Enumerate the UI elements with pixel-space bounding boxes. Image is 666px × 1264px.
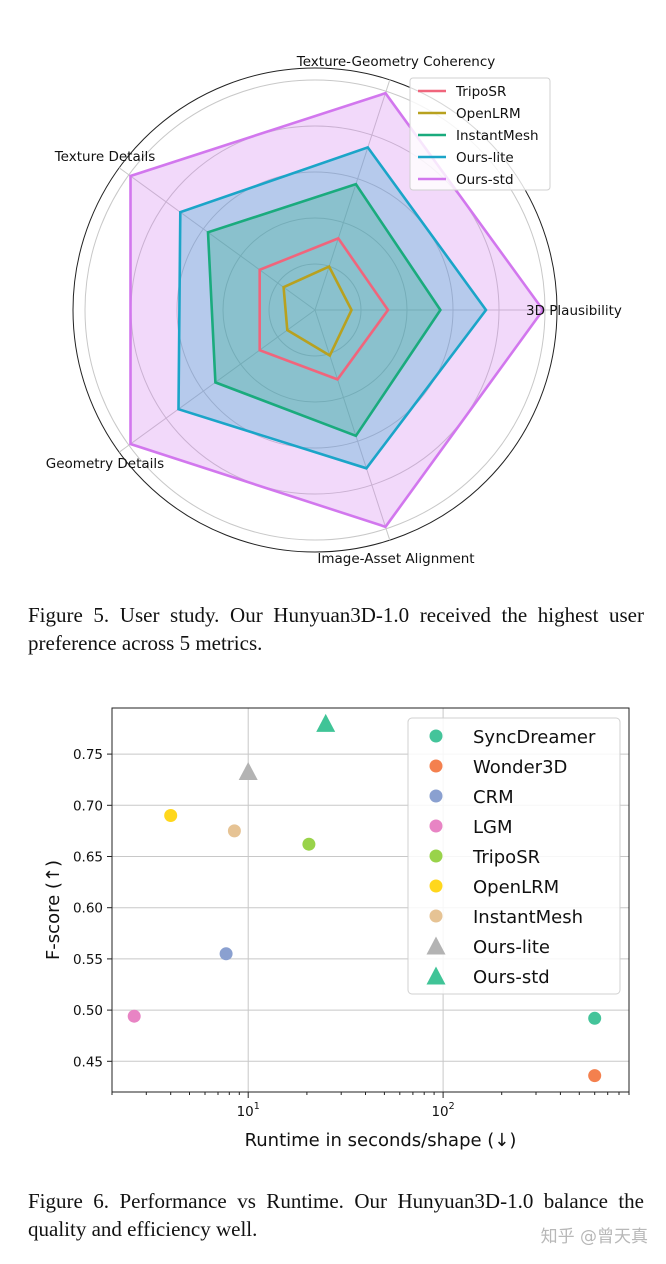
scatter-legend-marker-crm (429, 789, 443, 803)
scatter-legend-label-crm: CRM (473, 787, 514, 808)
scatter-point-crm (219, 947, 233, 961)
radar-series-triposr (258, 236, 390, 381)
watermark: 知乎 @曾天真 (540, 1227, 648, 1247)
scatter-legend-marker-ours-lite (426, 936, 446, 955)
radar-chart: 3D Plausibility Texture-Geometry Coherenc… (46, 54, 634, 567)
radar-axis-label-geometry-details: Geometry Details (46, 456, 164, 472)
scatter-point-triposr (302, 837, 316, 851)
radar-legend-label-openlrm: OpenLRM (456, 106, 521, 122)
scatter-legend-marker-syncdreamer (429, 729, 443, 743)
radar-series-openlrm (282, 264, 353, 358)
radar-spoke (118, 167, 316, 311)
scatter-legend-label-openlrm: OpenLRM (473, 877, 559, 898)
scatter-ytick-label: 0.55 (73, 952, 103, 968)
scatter-xtick-label: 102 (431, 1101, 454, 1120)
scatter-legend-label-triposr: TripoSR (472, 847, 540, 868)
scatter-point-ours-lite (238, 762, 258, 780)
radar-axis-label-3d-plausibility: 3D Plausibility (526, 303, 622, 319)
scatter-legend-marker-lgm (429, 819, 443, 833)
scatter-legend-label-lgm: LGM (473, 817, 513, 838)
radar-axis-label-texture-geometry-coherency: Texture-Geometry Coherency (296, 54, 495, 70)
scatter-ytick-label: 0.75 (73, 747, 103, 763)
scatter-legend-label-ours-lite: Ours-lite (473, 937, 550, 958)
scatter-point-syncdreamer (588, 1011, 602, 1025)
scatter-legend-marker-triposr (429, 849, 443, 863)
radar-label-bg (524, 301, 634, 319)
radar-spoke (314, 79, 391, 311)
radar-legend-label-ours-lite: Ours-lite (456, 150, 514, 166)
scatter-ytick-label: 0.60 (73, 901, 103, 917)
scatter-legend-label-syncdreamer: SyncDreamer (473, 727, 596, 748)
scatter-ytick-label: 0.50 (73, 1003, 103, 1019)
scatter-xlabel: Runtime in seconds/shape (↓) (245, 1130, 517, 1151)
scatter-ytick-label: 0.65 (73, 850, 103, 866)
scatter-legend-marker-instantmesh (429, 909, 443, 923)
scatter-legend-label-instantmesh: InstantMesh (473, 907, 583, 928)
figure-5-caption: Figure 5. User study. Our Hunyuan3D-1.0 … (28, 603, 644, 655)
scatter-point-ours-std (316, 713, 336, 732)
radar-legend (409, 77, 551, 191)
scatter-point-instantmesh (227, 824, 241, 838)
scatter-ylabel: F-score (↑) (43, 860, 64, 960)
radar-series-instantmesh (206, 182, 442, 438)
scatter-legend-label-ours-std: Ours-std (473, 967, 550, 988)
radar-axis-label-texture-details: Texture Details (54, 149, 156, 165)
scatter-point-lgm (127, 1009, 141, 1023)
radar-legend-label-triposr: TripoSR (455, 84, 506, 100)
radar-spoke (118, 309, 316, 453)
scatter-ytick-label: 0.45 (73, 1054, 103, 1070)
scatter-ytick-label: 0.70 (73, 798, 103, 814)
scatter-point-openlrm (164, 809, 178, 822)
scatter-legend-label-wonder3d: Wonder3D (473, 757, 567, 778)
scatter-legend-marker-ours-std (426, 966, 446, 985)
scatter-frame (111, 707, 630, 1093)
radar-axis-label-image-asset-alignment: Image-Asset Alignment (317, 551, 474, 567)
scatter-xtick-label: 101 (237, 1101, 260, 1120)
figure-6-caption: Figure 6. Performance vs Runtime. Our Hu… (28, 1189, 644, 1241)
scatter-legend-marker-openlrm (429, 879, 443, 893)
scatter-legend (407, 717, 621, 995)
scatter-chart: 0.45 0.50 0.55 0.60 0.65 0.70 0.75 101 102 Runtim… (43, 707, 630, 1151)
radar-spoke (314, 309, 391, 541)
radar-legend-label-ours-std: Ours-std (456, 172, 514, 188)
radar-legend-label-instantmesh: InstantMesh (456, 128, 539, 144)
scatter-legend-marker-wonder3d (429, 759, 443, 773)
scatter-point-wonder3d (588, 1069, 602, 1083)
radar-series-ours-lite (177, 145, 488, 470)
